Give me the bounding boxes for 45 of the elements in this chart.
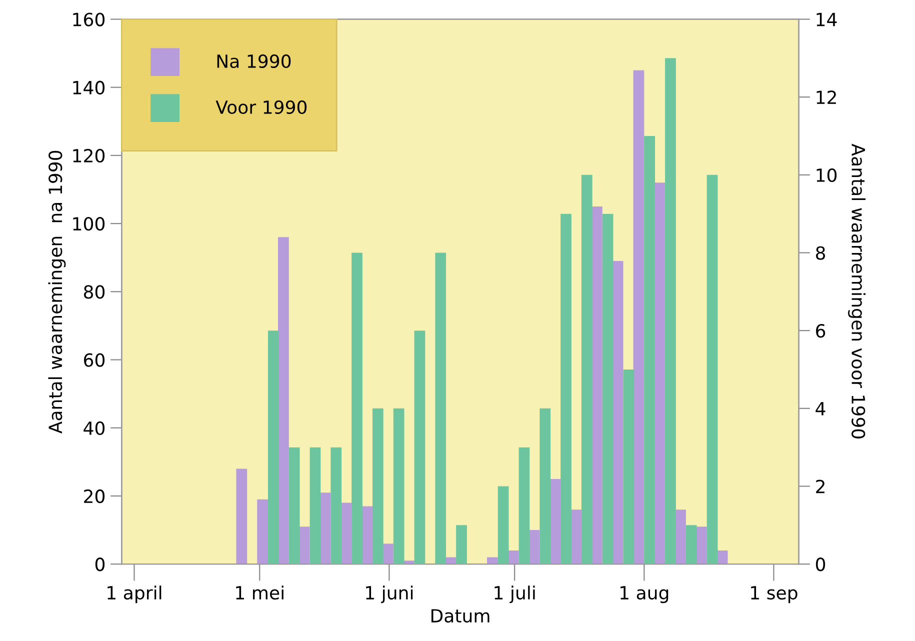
bar — [570, 510, 582, 564]
legend-label: Voor 1990 — [216, 100, 307, 114]
x-tick-label: 1 sep — [751, 586, 798, 604]
y2-tick-label: 8 — [816, 246, 826, 260]
bar — [236, 468, 248, 564]
y-tick-label: 0 — [95, 558, 105, 572]
y-axis-title: Aantal waarnemingen na 1990 — [48, 150, 66, 434]
bar — [257, 499, 268, 564]
bar — [528, 530, 540, 564]
y2-axis-title: Aantal waarnemingen voor 1990 — [848, 144, 866, 438]
y2-tick-label: 2 — [816, 480, 824, 494]
y2-tick-label: 6 — [816, 324, 826, 338]
x-axis-title: Datum — [431, 609, 490, 623]
y-tick-label: 160 — [73, 12, 105, 26]
bar — [706, 174, 718, 564]
y-tick-label: 120 — [73, 148, 105, 163]
y-tick-label: 40 — [84, 421, 105, 435]
y-tick-label: 20 — [84, 489, 105, 504]
bar — [298, 526, 310, 564]
y2-tick-label: 14 — [816, 12, 837, 26]
x-tick-label: 1 april — [108, 586, 162, 604]
bar — [393, 408, 404, 564]
x-tick-label: 1 juni — [366, 586, 413, 604]
x-tick-label: 1 mei — [236, 586, 284, 600]
bar — [456, 525, 467, 564]
bar — [518, 447, 530, 564]
y-tick-label: 60 — [84, 353, 105, 367]
bar — [414, 330, 426, 564]
bar — [372, 408, 384, 564]
y-tick-label: 100 — [73, 217, 105, 231]
bar — [560, 214, 572, 564]
y2-tick-label: 0 — [816, 558, 826, 572]
x-tick-label: 1 aug — [620, 586, 668, 604]
y-tick-label: 140 — [73, 80, 105, 94]
bar — [352, 252, 362, 564]
y-tick-label: 80 — [84, 285, 105, 299]
y2-tick-label: 4 — [816, 402, 826, 416]
y2-tick-label: 10 — [816, 168, 837, 182]
bar — [508, 550, 519, 564]
bar — [382, 544, 394, 564]
legend-label: Na 1990 — [217, 54, 291, 68]
bar — [498, 486, 509, 564]
x-tick-label: 1 juli — [494, 586, 535, 604]
bar — [435, 252, 446, 564]
y2-tick-label: 12 — [816, 90, 836, 104]
